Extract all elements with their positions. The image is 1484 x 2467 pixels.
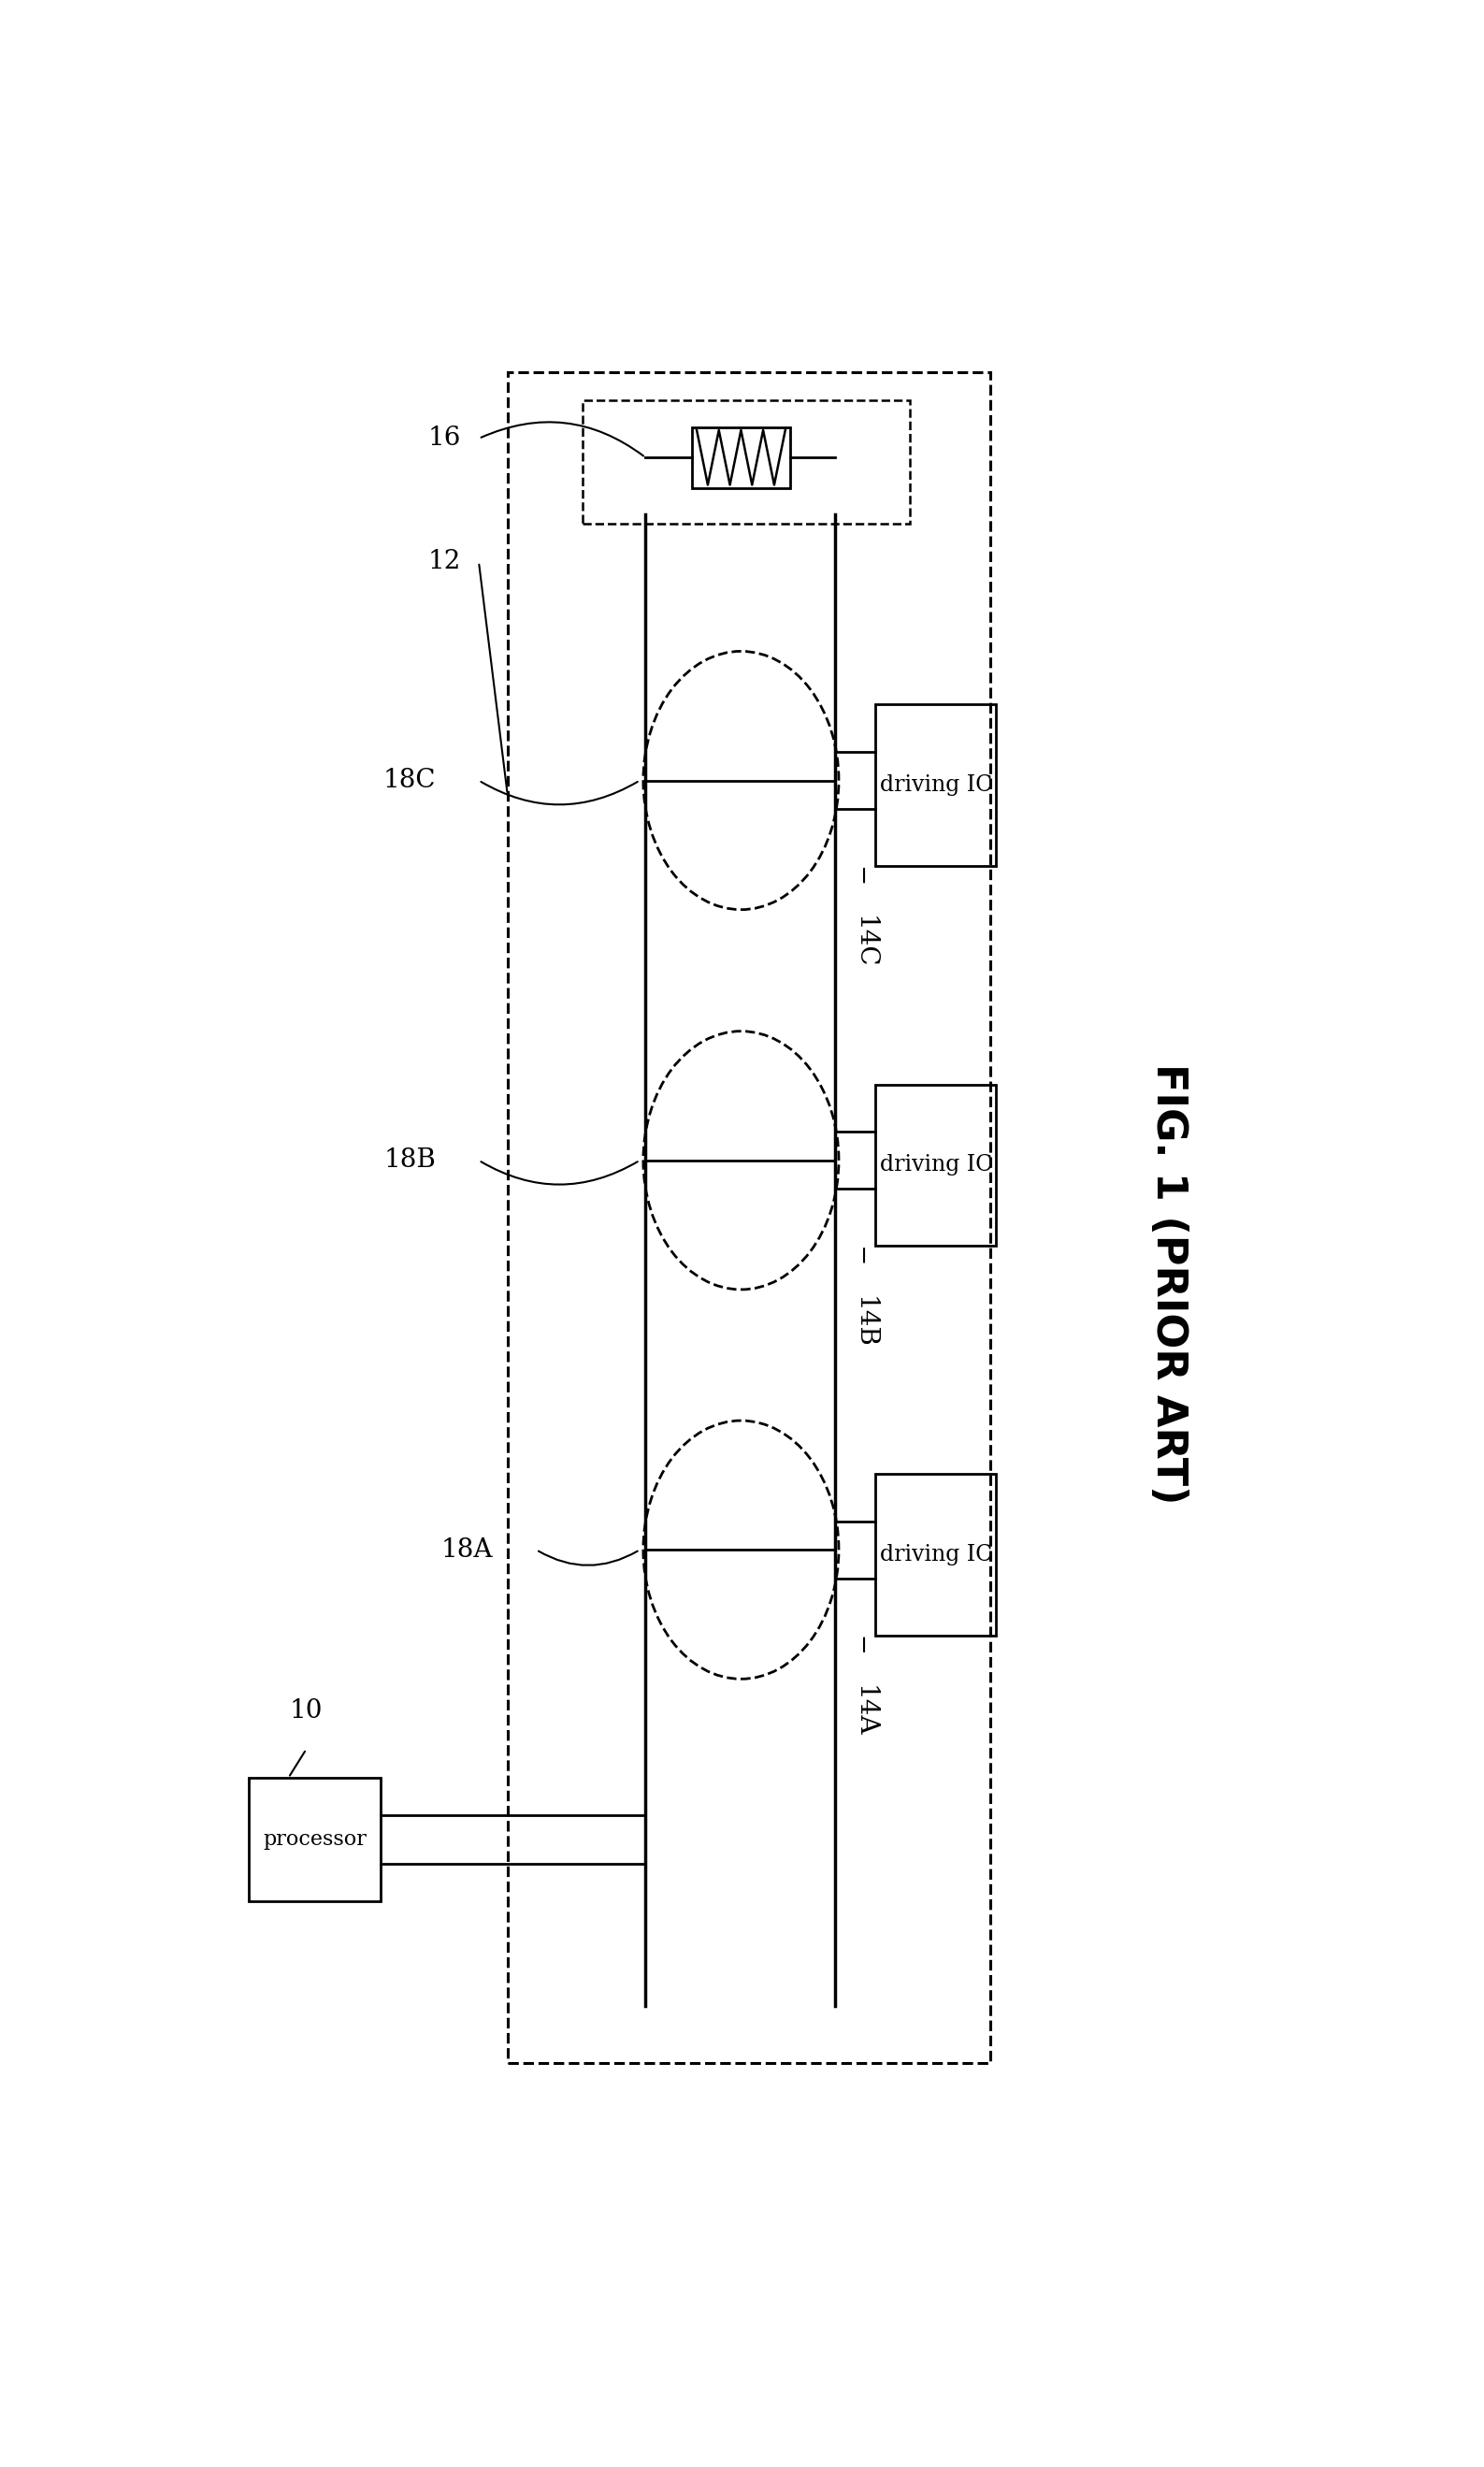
Text: 18C: 18C <box>383 767 436 792</box>
Text: 18A: 18A <box>441 1537 493 1562</box>
Text: 14A: 14A <box>852 1685 877 1737</box>
Bar <box>876 1085 996 1246</box>
Text: processor: processor <box>263 1828 367 1850</box>
Text: driving IC: driving IC <box>880 1544 993 1564</box>
Bar <box>692 427 789 488</box>
Bar <box>582 400 910 523</box>
Bar <box>876 1473 996 1636</box>
Text: 12: 12 <box>427 550 462 575</box>
Text: 16: 16 <box>427 427 462 451</box>
Bar <box>876 706 996 866</box>
Text: 18B: 18B <box>384 1147 436 1172</box>
Text: 14C: 14C <box>852 915 877 970</box>
Text: 14B: 14B <box>852 1295 877 1347</box>
Text: driving IC: driving IC <box>880 1155 993 1177</box>
Bar <box>508 373 990 2062</box>
Bar <box>249 1779 381 1902</box>
Text: 10: 10 <box>289 1700 324 1724</box>
Text: FIG. 1 (PRIOR ART): FIG. 1 (PRIOR ART) <box>1149 1063 1189 1505</box>
Text: driving IC: driving IC <box>880 775 993 797</box>
